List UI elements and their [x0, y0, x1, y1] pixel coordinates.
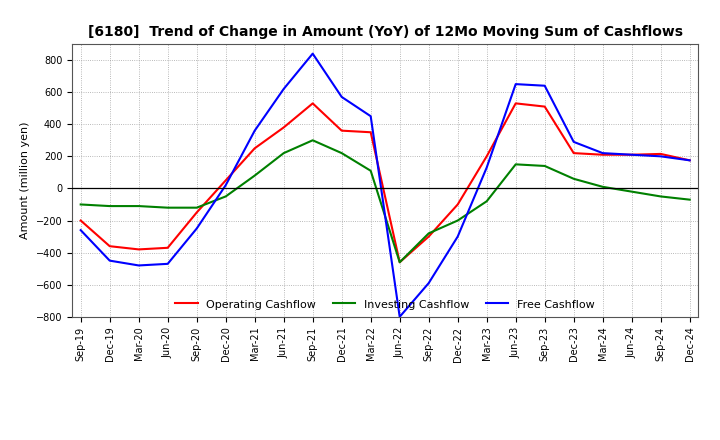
- Investing Cashflow: [308, 138, 317, 143]
- Y-axis label: Amount (million yen): Amount (million yen): [20, 121, 30, 239]
- Free Cashflow: [192, 226, 201, 231]
- Line: Investing Cashflow: Investing Cashflow: [81, 140, 690, 262]
- Operating Cashflow: [454, 202, 462, 207]
- Investing Cashflow: [395, 260, 404, 265]
- Operating Cashflow: [657, 151, 665, 157]
- Investing Cashflow: [279, 150, 288, 156]
- Free Cashflow: [570, 139, 578, 144]
- Legend: Operating Cashflow, Investing Cashflow, Free Cashflow: Operating Cashflow, Investing Cashflow, …: [171, 295, 600, 314]
- Investing Cashflow: [454, 218, 462, 223]
- Line: Free Cashflow: Free Cashflow: [81, 54, 690, 317]
- Free Cashflow: [541, 83, 549, 88]
- Operating Cashflow: [338, 128, 346, 133]
- Investing Cashflow: [76, 202, 85, 207]
- Investing Cashflow: [570, 176, 578, 181]
- Free Cashflow: [395, 314, 404, 319]
- Investing Cashflow: [627, 189, 636, 194]
- Investing Cashflow: [221, 194, 230, 199]
- Operating Cashflow: [570, 150, 578, 156]
- Investing Cashflow: [338, 150, 346, 156]
- Operating Cashflow: [424, 234, 433, 239]
- Operating Cashflow: [511, 101, 520, 106]
- Operating Cashflow: [163, 245, 172, 250]
- Line: Operating Cashflow: Operating Cashflow: [81, 103, 690, 262]
- Investing Cashflow: [482, 198, 491, 204]
- Operating Cashflow: [685, 158, 694, 163]
- Investing Cashflow: [598, 184, 607, 190]
- Operating Cashflow: [598, 152, 607, 158]
- Free Cashflow: [221, 183, 230, 188]
- Operating Cashflow: [627, 152, 636, 158]
- Operating Cashflow: [482, 154, 491, 159]
- Investing Cashflow: [657, 194, 665, 199]
- Investing Cashflow: [135, 203, 143, 209]
- Investing Cashflow: [163, 205, 172, 210]
- Investing Cashflow: [424, 231, 433, 236]
- Operating Cashflow: [308, 101, 317, 106]
- Free Cashflow: [135, 263, 143, 268]
- Free Cashflow: [308, 51, 317, 56]
- Free Cashflow: [105, 258, 114, 263]
- Free Cashflow: [366, 114, 375, 119]
- Operating Cashflow: [105, 244, 114, 249]
- Free Cashflow: [511, 81, 520, 87]
- Free Cashflow: [685, 158, 694, 163]
- Operating Cashflow: [221, 178, 230, 183]
- Free Cashflow: [482, 165, 491, 170]
- Operating Cashflow: [395, 260, 404, 265]
- Investing Cashflow: [541, 163, 549, 169]
- Investing Cashflow: [511, 162, 520, 167]
- Free Cashflow: [251, 128, 259, 133]
- Investing Cashflow: [685, 197, 694, 202]
- Investing Cashflow: [366, 168, 375, 173]
- Free Cashflow: [338, 94, 346, 99]
- Operating Cashflow: [76, 218, 85, 223]
- Operating Cashflow: [279, 125, 288, 130]
- Free Cashflow: [76, 227, 85, 233]
- Free Cashflow: [598, 150, 607, 156]
- Title: [6180]  Trend of Change in Amount (YoY) of 12Mo Moving Sum of Cashflows: [6180] Trend of Change in Amount (YoY) o…: [88, 25, 683, 39]
- Investing Cashflow: [105, 203, 114, 209]
- Free Cashflow: [279, 86, 288, 92]
- Investing Cashflow: [192, 205, 201, 210]
- Operating Cashflow: [366, 130, 375, 135]
- Investing Cashflow: [251, 173, 259, 178]
- Free Cashflow: [454, 234, 462, 239]
- Free Cashflow: [657, 154, 665, 159]
- Free Cashflow: [424, 280, 433, 286]
- Operating Cashflow: [251, 146, 259, 151]
- Free Cashflow: [627, 152, 636, 158]
- Operating Cashflow: [541, 104, 549, 109]
- Operating Cashflow: [192, 210, 201, 215]
- Operating Cashflow: [135, 247, 143, 252]
- Free Cashflow: [163, 261, 172, 267]
